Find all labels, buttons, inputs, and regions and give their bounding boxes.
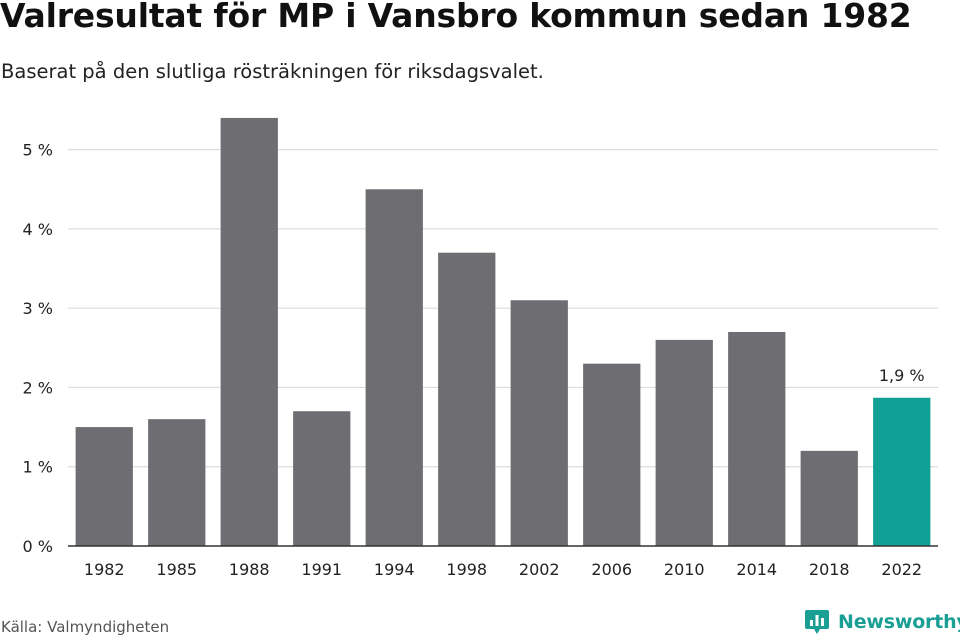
bar-2018 — [800, 450, 858, 546]
x-axis-ticks: 1982 1985 1988 1991 1994 1998 2002 2006 2010 2014… — [84, 560, 922, 579]
x-tick-label: 2022 — [881, 560, 922, 579]
gridlines — [68, 149, 938, 468]
data-label-2022: 1,9 % — [879, 366, 925, 385]
bar-1994 — [365, 189, 423, 547]
y-tick-label: 4 % — [23, 220, 53, 239]
y-tick-label: 2 % — [23, 378, 53, 397]
bar-1985 — [148, 419, 206, 546]
bars — [75, 117, 931, 547]
x-tick-label: 1994 — [374, 560, 415, 579]
bar-1988 — [220, 117, 278, 546]
x-tick-label: 2014 — [736, 560, 777, 579]
bar-2014 — [728, 331, 786, 546]
brand-logo: Newsworthy — [804, 608, 960, 636]
bar-2006 — [583, 363, 641, 546]
y-tick-label: 3 % — [23, 299, 53, 318]
x-tick-label: 1991 — [301, 560, 342, 579]
chart-title: Valresultat för MP i Vansbro kommun seda… — [0, 0, 912, 35]
chart-subtitle: Baserat på den slutliga rösträkningen fö… — [1, 60, 544, 83]
x-tick-label: 2002 — [519, 560, 560, 579]
bar-2022 — [873, 397, 931, 546]
brand-name: Newsworthy — [838, 611, 960, 633]
bar-1991 — [293, 411, 351, 546]
x-tick-label: 1998 — [446, 560, 487, 579]
bar-2010 — [655, 339, 713, 546]
x-tick-label: 1982 — [84, 560, 125, 579]
newsworthy-logo-icon — [805, 610, 829, 634]
x-tick-label: 2010 — [664, 560, 705, 579]
y-axis-ticks: 0 % 1 % 2 % 3 % 4 % 5 % — [23, 141, 53, 556]
bar-1998 — [438, 252, 496, 546]
y-tick-label: 1 % — [23, 458, 53, 477]
bar-chart: 0 %1 %2 %3 %4 %5 % 1982 1985 1988 1991 1994 1… — [23, 117, 938, 579]
y-tick-label: 0 % — [23, 537, 53, 556]
source-note: Källa: Valmyndigheten — [1, 618, 170, 636]
x-tick-label: 2006 — [591, 560, 632, 579]
data-labels: 1,9 % — [879, 366, 925, 385]
bar-2002 — [510, 300, 568, 546]
x-tick-label: 1988 — [229, 560, 270, 579]
x-tick-label: 2018 — [809, 560, 850, 579]
x-tick-label: 1985 — [156, 560, 197, 579]
y-tick-label: 5 % — [23, 141, 53, 160]
bar-1982 — [75, 427, 133, 546]
